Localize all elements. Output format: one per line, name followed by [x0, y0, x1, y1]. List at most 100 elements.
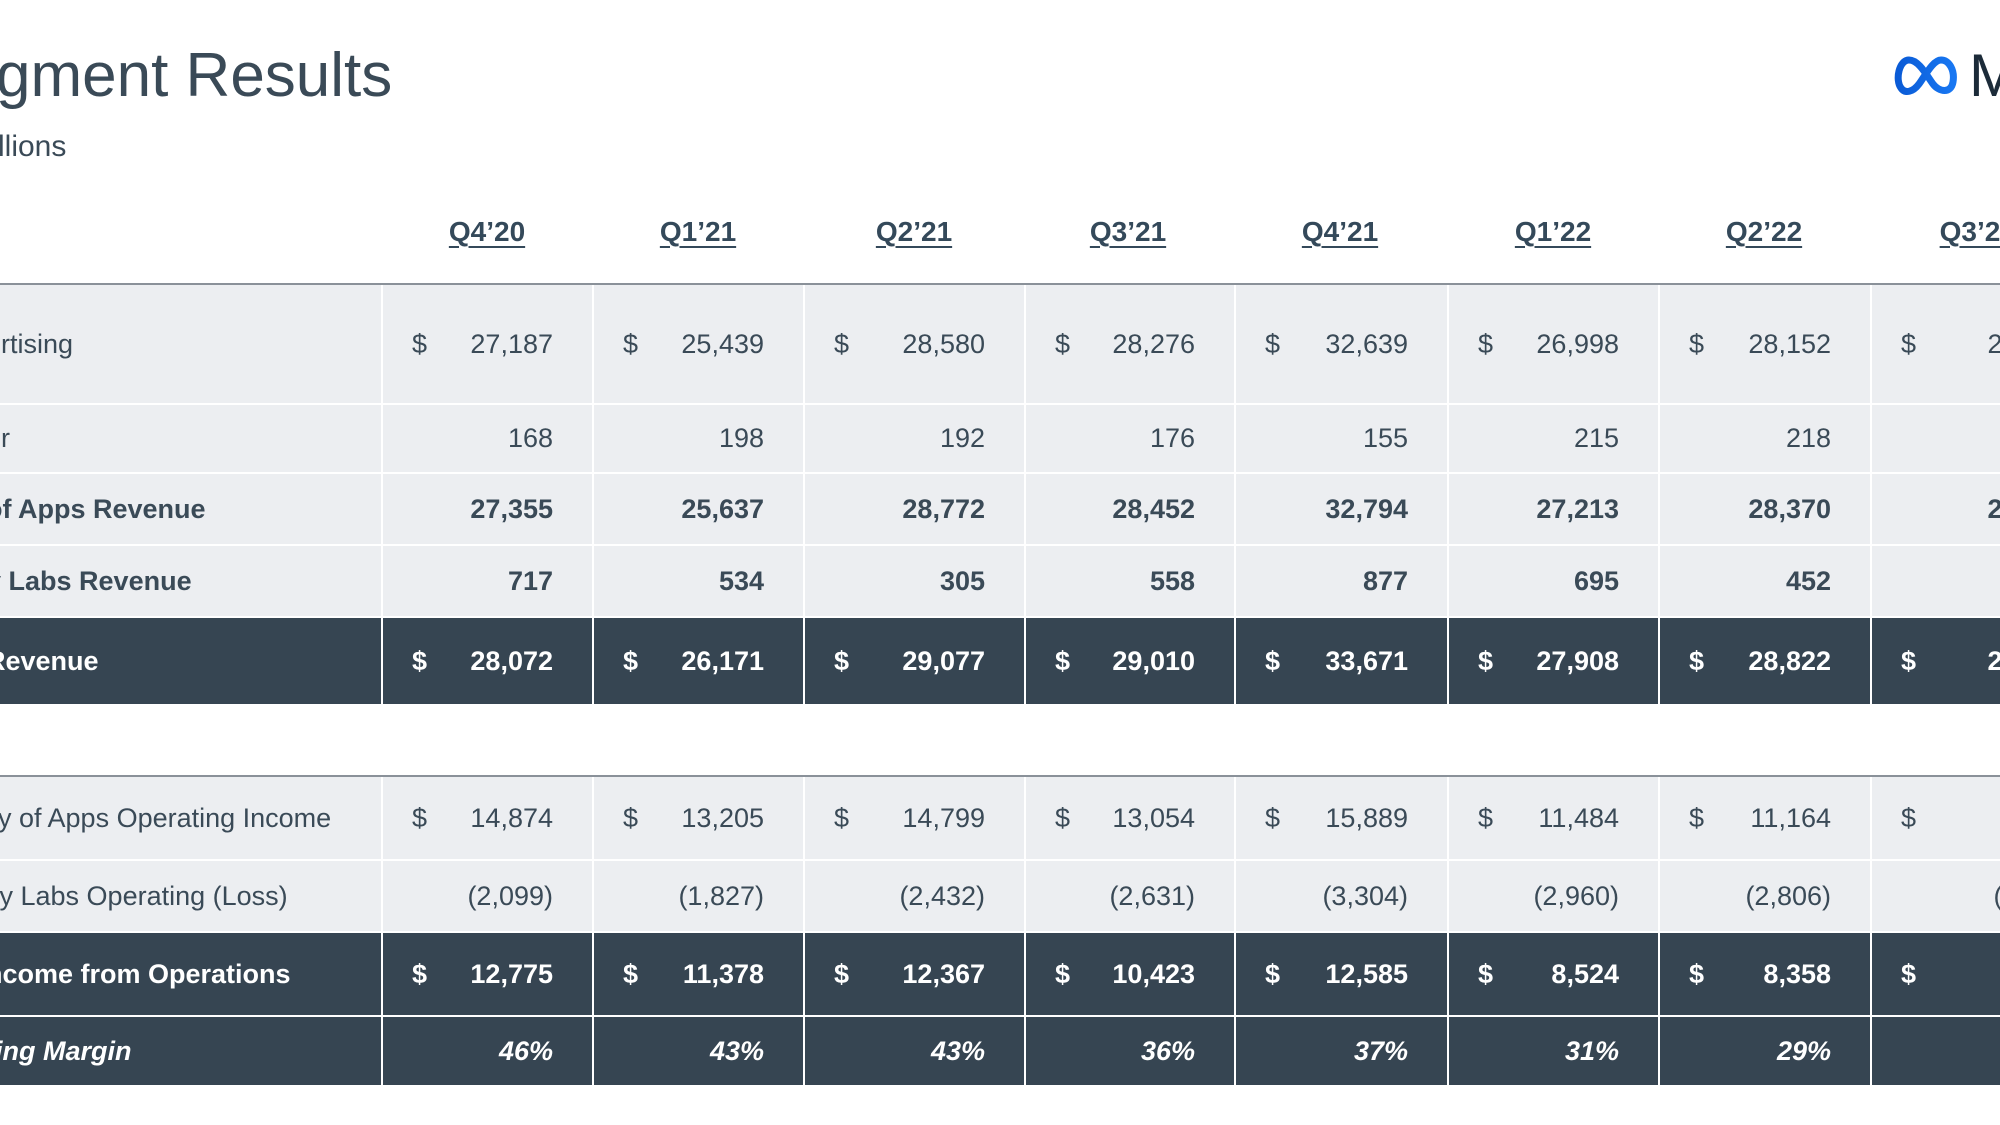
- table-row: of Apps Revenue 27,355 25,637 28,772 28,452 3…: [0, 474, 2000, 544]
- cell-value: 13,054: [1112, 802, 1195, 833]
- table-cell: $27,187: [382, 285, 593, 403]
- cell-value: 28,452: [1112, 493, 1195, 524]
- table-cell: 37%: [1235, 1017, 1448, 1085]
- column-divider: [1024, 618, 1026, 704]
- cell-value: 218: [1785, 423, 1831, 453]
- row-label: ertising: [0, 328, 74, 359]
- cell-value: 11,378: [682, 958, 764, 989]
- currency-symbol: $: [1689, 958, 1705, 989]
- column-divider: [1234, 777, 1236, 859]
- column-divider: [592, 474, 594, 544]
- cell-value: 25,439: [681, 328, 764, 359]
- currency-symbol: $: [834, 645, 850, 676]
- currency-symbol: $: [412, 645, 428, 676]
- table-cell: $27,908: [1448, 618, 1659, 704]
- cell-value: (2,631): [1109, 880, 1195, 911]
- table-cell: 1: [1871, 405, 2000, 472]
- column-divider: [1024, 474, 1026, 544]
- column-header: Q3’2: [1939, 216, 2000, 247]
- column-header: Q4’21: [1301, 216, 1379, 247]
- cell-value: 176: [1149, 423, 1195, 453]
- table-cell: (2,099): [382, 861, 593, 931]
- table-cell: 198: [593, 405, 804, 472]
- table-cell: 155: [1235, 405, 1448, 472]
- table-cell: (2,960): [1448, 861, 1659, 931]
- table-cell: 452: [1659, 546, 1871, 616]
- column-divider: [381, 933, 383, 1015]
- cell-value: 155: [1362, 423, 1408, 453]
- table-row: ily of Apps Operating Income $14,874 $13,2…: [0, 777, 2000, 859]
- cell-value: 36%: [1140, 1035, 1195, 1066]
- table-cell: 28,452: [1025, 474, 1235, 544]
- cell-value: (1,827): [678, 880, 764, 911]
- table-cell: (1,827): [593, 861, 804, 931]
- table-cell: $12,367: [804, 933, 1025, 1015]
- cell-value: (2,432): [899, 880, 985, 911]
- page-subtitle: llions: [0, 130, 67, 163]
- currency-symbol: $: [1055, 328, 1071, 359]
- meta-logo: M: [1893, 46, 2000, 106]
- column-header: Q2’22: [1725, 216, 1803, 247]
- column-divider: [592, 546, 594, 616]
- table-cell: $15,889: [1235, 777, 1448, 859]
- cell-value: 43%: [930, 1035, 985, 1066]
- table-cell: $33,671: [1235, 618, 1448, 704]
- table-cell: 28,772: [804, 474, 1025, 544]
- cell-value: 46%: [498, 1035, 553, 1066]
- currency-symbol: $: [1901, 328, 1917, 359]
- column-header: Q2’21: [875, 216, 953, 247]
- cell-value: (2,099): [467, 880, 553, 911]
- column-divider: [1234, 618, 1236, 704]
- cell-value: 27,908: [1536, 645, 1619, 676]
- table-cell: 176: [1025, 405, 1235, 472]
- table-cell: 215: [1448, 405, 1659, 472]
- column-divider: [1447, 474, 1449, 544]
- cell-value: 28,772: [902, 493, 985, 524]
- currency-symbol: $: [1055, 802, 1071, 833]
- cell-value: 11,484: [1538, 802, 1619, 833]
- cell-value: 10,423: [1112, 958, 1195, 989]
- cell-value: 198: [718, 423, 764, 453]
- column-divider: [1870, 474, 1872, 544]
- table-row: ertising$27,187$25,439$28,580$28,276$32,…: [0, 285, 2000, 403]
- column-divider: [1447, 933, 1449, 1015]
- table-cell: 31%: [1448, 1017, 1659, 1085]
- cell-value: 27,213: [1536, 493, 1619, 524]
- cell-value: (2,960): [1533, 880, 1619, 911]
- cell-value: 27,4: [1987, 493, 2000, 524]
- column-divider: [803, 618, 805, 704]
- column-divider: [1447, 1017, 1449, 1085]
- cell-value: 29,077: [902, 645, 985, 676]
- currency-symbol: $: [1901, 645, 1917, 676]
- column-divider: [592, 405, 594, 472]
- cell-value: 25,637: [681, 493, 764, 524]
- currency-symbol: $: [1265, 802, 1281, 833]
- table-cell: (3,304): [1235, 861, 1448, 931]
- table-cell: 305: [804, 546, 1025, 616]
- column-divider: [1024, 933, 1026, 1015]
- table-cell: $32,639: [1235, 285, 1448, 403]
- cell-value: (3,304): [1322, 880, 1408, 911]
- column-divider: [1447, 546, 1449, 616]
- column-divider: [381, 1017, 383, 1085]
- currency-symbol: $: [1478, 958, 1494, 989]
- table-cell: $12,775: [382, 933, 593, 1015]
- column-divider: [592, 1017, 594, 1085]
- cell-value: 12,585: [1325, 958, 1408, 989]
- table-cell: $5,6: [1871, 933, 2000, 1015]
- column-divider: [1447, 861, 1449, 931]
- cell-value: 695: [1573, 565, 1619, 596]
- logo-wordmark: M: [1969, 42, 2000, 109]
- column-divider: [1870, 285, 1872, 403]
- column-divider: [1024, 861, 1026, 931]
- currency-symbol: $: [1689, 645, 1705, 676]
- table-cell: $14,799: [804, 777, 1025, 859]
- cell-value: 27,7: [1987, 645, 2000, 676]
- table-cell: $28,152: [1659, 285, 1871, 403]
- table-cell: $9,3: [1871, 777, 2000, 859]
- column-divider: [803, 546, 805, 616]
- cell-value: 26,171: [681, 645, 764, 676]
- table-cell: 29%: [1659, 1017, 1871, 1085]
- cell-value: 14,799: [902, 802, 985, 833]
- row-label: Revenue: [0, 645, 99, 676]
